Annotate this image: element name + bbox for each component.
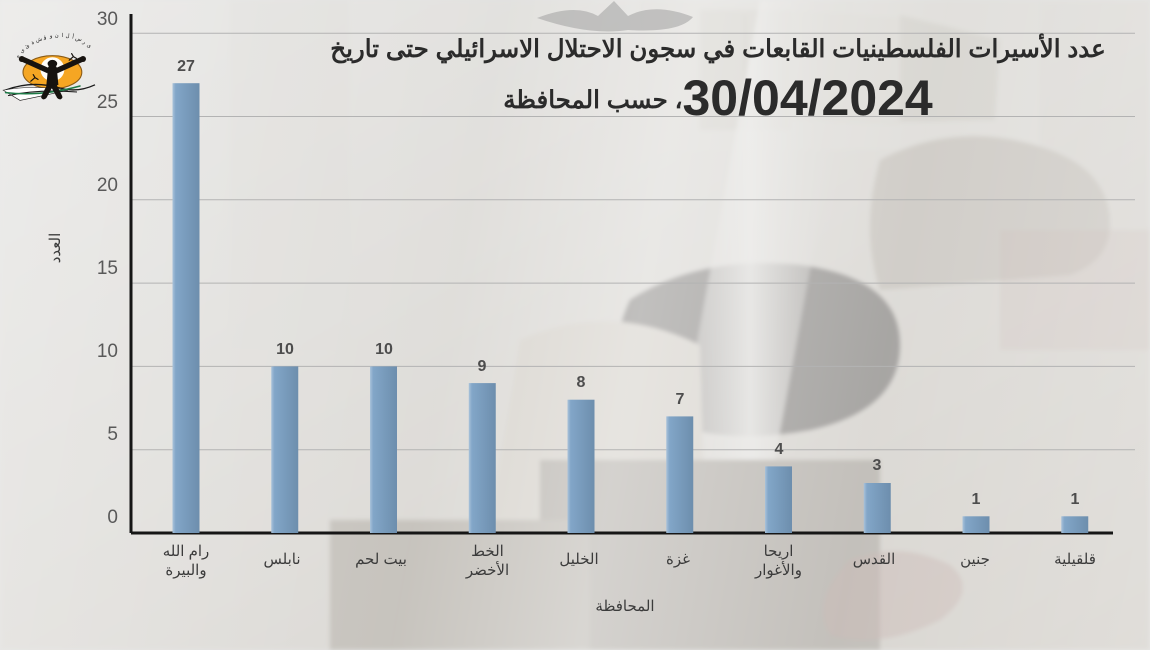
svg-text:ة: ة [31,40,36,47]
svg-text:ؤ: ؤ [42,34,47,40]
svg-text:و: و [49,33,53,39]
svg-text:ش: ش [35,36,43,43]
svg-text:ن: ن [55,33,59,39]
svg-text:س: س [74,36,82,44]
svg-text:ئ: ئ [24,43,30,50]
svg-text:ى: ى [86,42,93,49]
svg-text:ي: ي [19,47,26,54]
svg-text:ل: ل [65,33,69,39]
svg-text:ا: ا [62,33,64,39]
